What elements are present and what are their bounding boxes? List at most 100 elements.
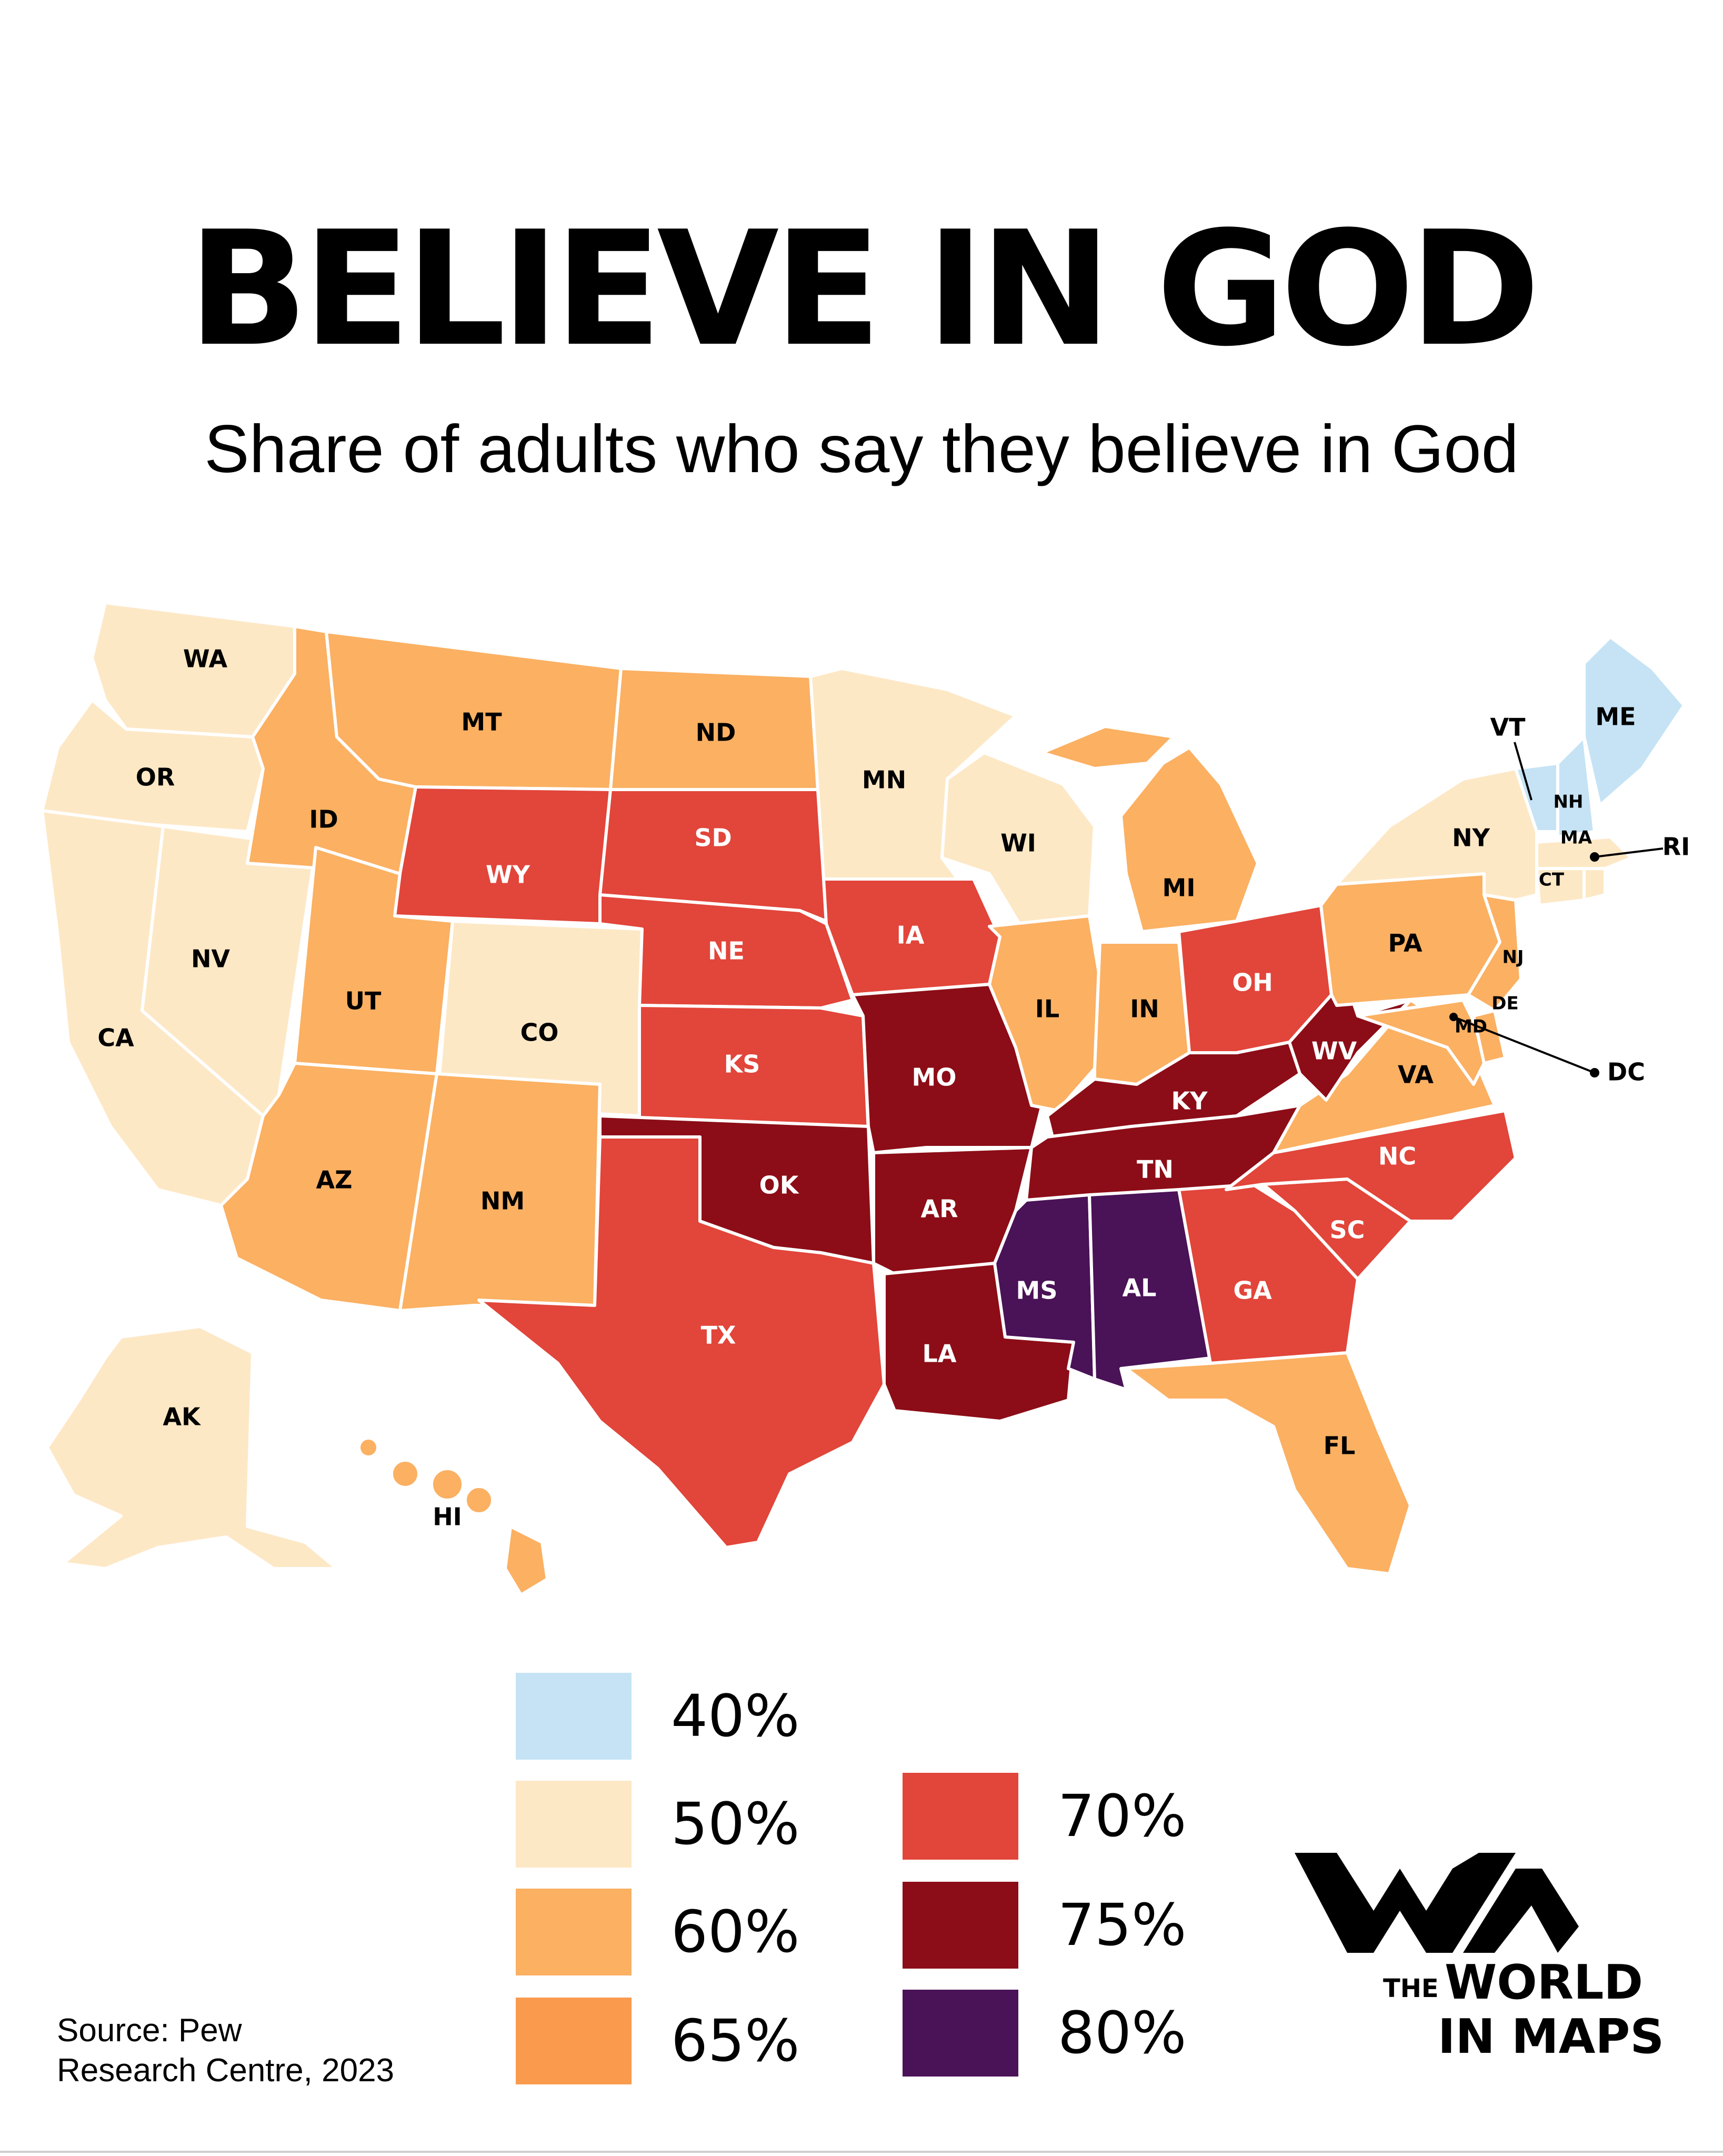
dc-leader-line <box>1453 1016 1595 1074</box>
state-label-dc: DC <box>1607 1058 1645 1086</box>
state-label-mo: MO <box>912 1063 957 1092</box>
ri-marker <box>1590 852 1599 862</box>
legend-swatch-65 <box>516 1998 632 2084</box>
state-label-pa: PA <box>1388 929 1422 957</box>
state-label-in: IN <box>1130 995 1159 1023</box>
state-label-de: DE <box>1491 993 1518 1014</box>
state-label-wa: WA <box>183 645 228 673</box>
state-HI-islands <box>357 1436 549 1596</box>
state-label-ca: CA <box>97 1024 134 1052</box>
state-label-ky: KY <box>1171 1087 1208 1115</box>
state-label-ne: NE <box>708 937 745 965</box>
legend-label-75: 75% <box>1058 1891 1187 1959</box>
state-label-ar: AR <box>920 1195 958 1223</box>
state-DE <box>1472 1009 1507 1065</box>
legend-swatch-70 <box>903 1773 1018 1860</box>
source-note: Source: Pew Research Centre, 2023 <box>57 2011 394 2091</box>
state-label-ak: AK <box>163 1403 202 1431</box>
state-HI-2 <box>390 1459 420 1489</box>
us-choropleth-map: WA OR CA NV ID MT WY UT AZ CO NM ND SD NE KS OK TX MN IA MO… <box>41 601 1690 1596</box>
state-label-sd: SD <box>694 824 732 852</box>
state-label-nv: NV <box>191 945 230 973</box>
page-title: BELIEVE IN GOD <box>187 197 1540 381</box>
state-HI-1 <box>357 1436 379 1459</box>
source-line-1: Source: Pew <box>57 2012 242 2049</box>
vt-leader-line <box>1514 742 1532 801</box>
state-label-oh: OH <box>1232 969 1273 997</box>
legend-label-40: 40% <box>671 1682 800 1750</box>
state-FL <box>1125 1351 1412 1575</box>
state-label-ks: KS <box>724 1050 760 1079</box>
state-ME <box>1582 635 1686 807</box>
state-label-il: IL <box>1035 995 1059 1023</box>
logo-w-shape <box>1295 1853 1516 1953</box>
md-marker <box>1449 1013 1458 1021</box>
state-label-ok: OK <box>759 1171 800 1200</box>
state-label-nj: NJ <box>1502 947 1524 968</box>
state-label-nm: NM <box>480 1187 525 1215</box>
state-label-ct: CT <box>1539 870 1565 891</box>
state-RI <box>1582 867 1607 902</box>
state-NC <box>1225 1109 1517 1223</box>
state-label-ma: MA <box>1560 827 1592 849</box>
legend-label-65: 65% <box>671 2007 800 2074</box>
state-label-nc: NC <box>1378 1142 1416 1171</box>
state-label-wi: WI <box>1000 829 1036 857</box>
state-TX <box>477 1135 886 1549</box>
state-label-va: VA <box>1398 1061 1434 1089</box>
state-MD <box>1356 999 1491 1086</box>
legend-swatch-60 <box>516 1889 632 1975</box>
state-MA <box>1535 835 1633 870</box>
legend-swatch-40 <box>516 1673 632 1760</box>
state-HI-3 <box>430 1467 465 1502</box>
state-NH <box>1556 735 1596 839</box>
state-label-tx: TX <box>701 1321 736 1350</box>
state-label-vt: VT <box>1490 713 1526 742</box>
dc-marker <box>1590 1068 1599 1077</box>
logo-the-text: THE <box>1383 1974 1439 2003</box>
state-label-hi: HI <box>433 1503 462 1531</box>
state-label-md: MD <box>1455 1016 1487 1037</box>
state-label-co: CO <box>520 1019 559 1047</box>
state-label-mi: MI <box>1163 874 1196 902</box>
state-label-wv: WV <box>1311 1037 1357 1065</box>
state-label-mt: MT <box>461 708 502 736</box>
state-label-ri: RI <box>1662 833 1690 861</box>
wm-logo-icon <box>1295 1853 1579 1953</box>
ri-leader-line <box>1594 847 1664 858</box>
legend-swatch-50 <box>516 1781 632 1868</box>
legend-label-60: 60% <box>671 1898 800 1965</box>
state-HI-4 <box>464 1485 494 1515</box>
legend-swatch-75 <box>903 1882 1018 1969</box>
state-MI-upper <box>1040 725 1175 770</box>
state-label-mn: MN <box>862 766 906 794</box>
state-WY <box>393 785 612 925</box>
state-label-ny: NY <box>1452 824 1490 852</box>
legend-label-50: 50% <box>671 1790 800 1858</box>
logo-m-shape <box>1463 1869 1579 1953</box>
state-label-ga: GA <box>1233 1276 1272 1305</box>
state-label-sc: SC <box>1330 1216 1365 1244</box>
state-label-nh: NH <box>1554 792 1584 813</box>
state-label-ut: UT <box>345 987 382 1015</box>
state-IL <box>988 914 1101 1112</box>
state-label-ms: MS <box>1016 1276 1058 1305</box>
state-label-ia: IA <box>897 921 925 950</box>
legend-swatch-80 <box>903 1990 1018 2077</box>
state-label-or: OR <box>136 763 175 792</box>
state-label-fl: FL <box>1324 1432 1356 1460</box>
source-line-2: Research Centre, 2023 <box>57 2052 395 2089</box>
logo-in-maps-text: IN MAPS <box>1438 2009 1665 2064</box>
state-label-wy: WY <box>486 861 530 889</box>
page-subtitle: Share of adults who say they believe in … <box>204 412 1519 487</box>
state-label-la: LA <box>923 1340 957 1368</box>
state-label-id: ID <box>309 805 338 834</box>
state-label-al: AL <box>1123 1274 1157 1302</box>
state-MI <box>1119 746 1259 933</box>
state-label-tn: TN <box>1137 1155 1174 1184</box>
state-HI-big <box>504 1525 549 1596</box>
state-label-az: AZ <box>316 1166 353 1194</box>
bottom-divider <box>0 2151 1723 2153</box>
state-label-me: ME <box>1595 703 1636 731</box>
